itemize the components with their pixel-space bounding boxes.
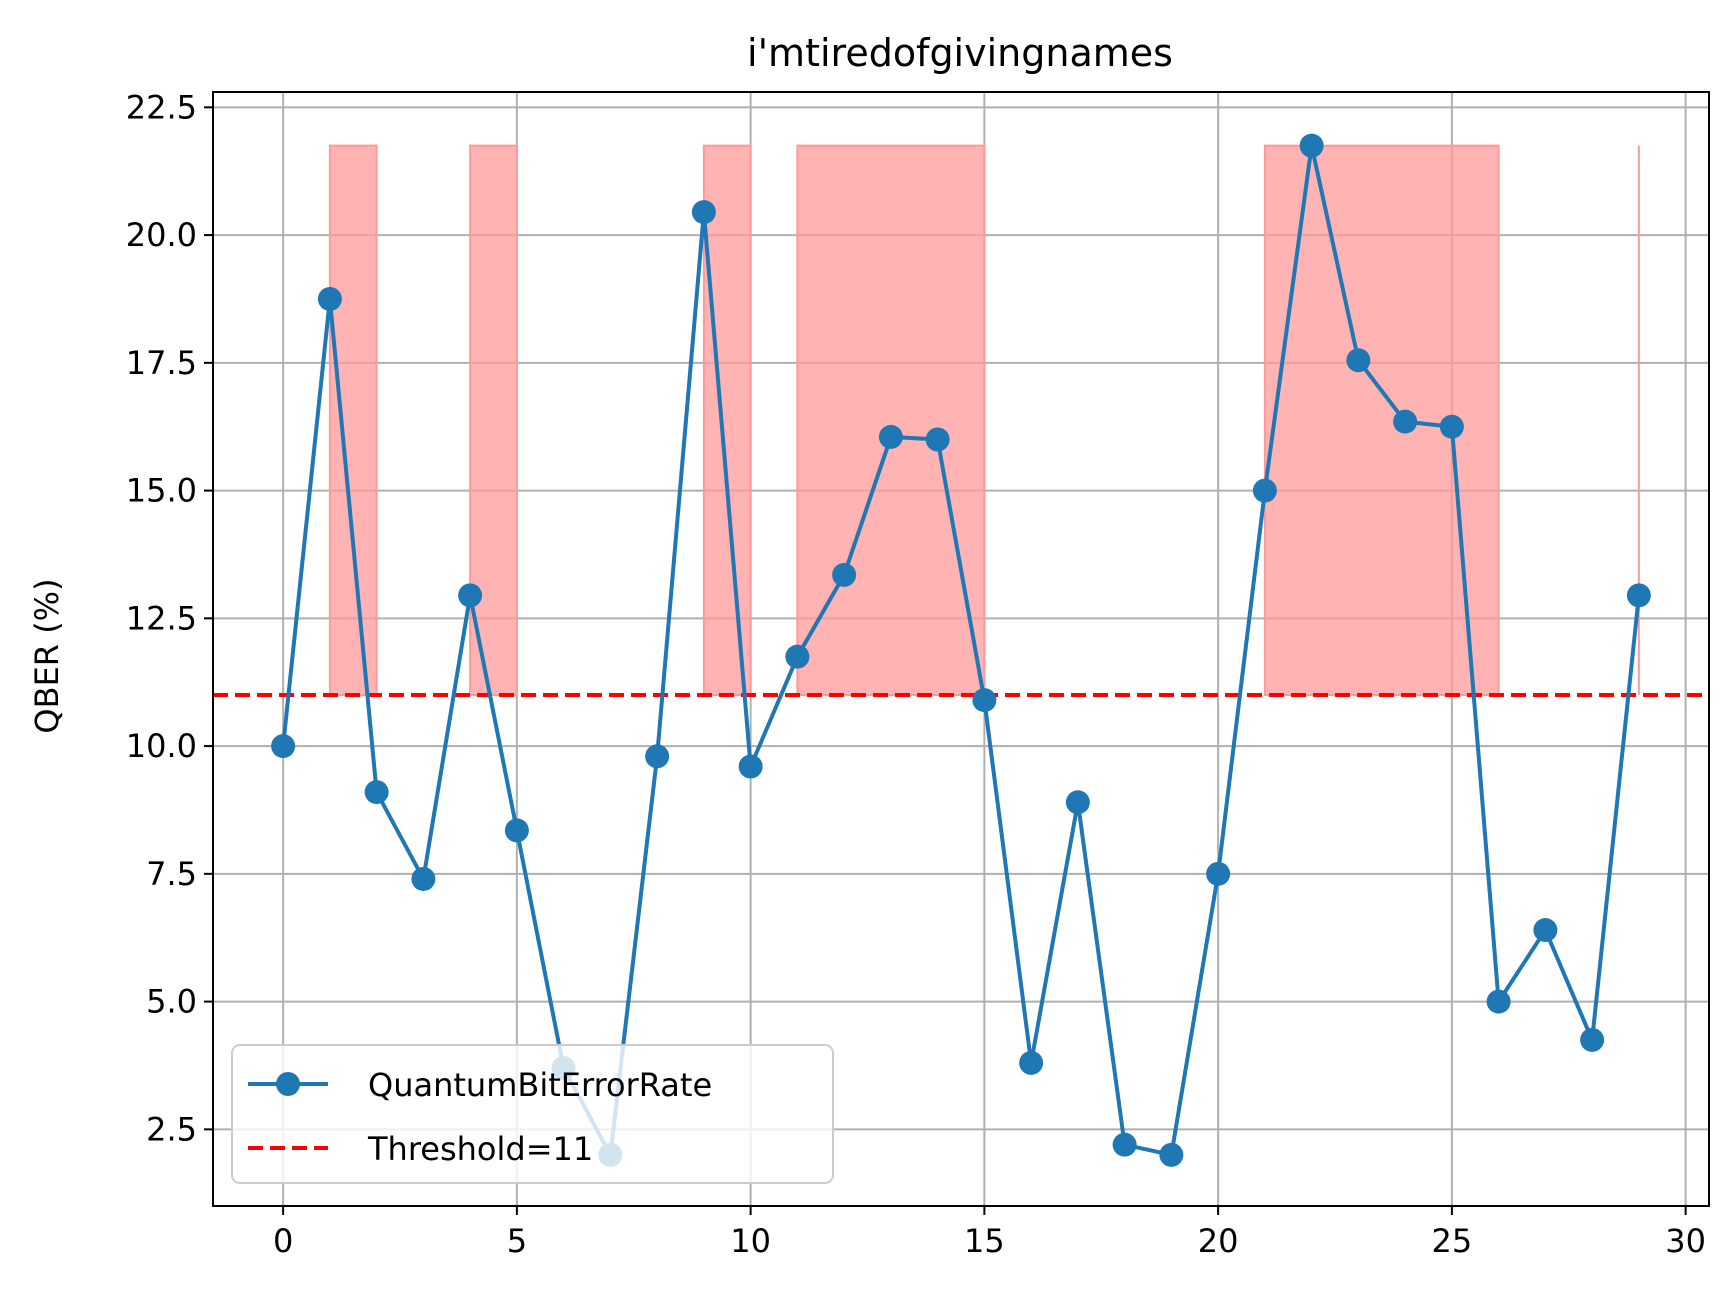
data-point-marker <box>1252 478 1277 503</box>
data-point-marker <box>1299 133 1324 158</box>
data-point-marker <box>1019 1050 1044 1075</box>
y-tick-label: 7.5 <box>146 855 197 893</box>
data-point-marker <box>1206 861 1231 886</box>
data-point-marker <box>832 562 857 587</box>
data-point-marker <box>1346 348 1371 373</box>
data-point-marker <box>1533 918 1558 943</box>
legend-box <box>231 1044 834 1184</box>
y-tick-label: 10.0 <box>126 727 197 765</box>
legend-label-series: QuantumBitErrorRate <box>368 1066 712 1104</box>
legend: QuantumBitErrorRate Threshold=11 <box>231 1044 834 1184</box>
data-point-marker <box>1486 989 1511 1014</box>
data-point-marker <box>364 780 389 805</box>
exceedance-fill-band <box>702 144 752 696</box>
data-point-marker <box>458 583 483 608</box>
data-point-marker <box>1439 414 1464 439</box>
x-axis-ticks: 0 5 10 15 20 25 30 <box>273 1206 1706 1260</box>
data-point-marker <box>317 286 342 311</box>
data-point-marker <box>925 427 950 452</box>
data-point-marker <box>1065 790 1090 815</box>
x-tick-label: 30 <box>1665 1222 1706 1260</box>
exceedance-fill-region <box>328 144 1640 696</box>
data-point-marker <box>738 754 763 779</box>
data-point-marker <box>691 200 716 225</box>
exceedance-fill-band <box>796 144 986 696</box>
data-point-marker <box>1626 583 1651 608</box>
y-tick-label: 20.0 <box>126 216 197 254</box>
plot-frame <box>212 91 1710 1207</box>
data-point-marker <box>645 744 670 769</box>
data-point-marker <box>1159 1142 1184 1167</box>
x-tick-label: 25 <box>1432 1222 1473 1260</box>
chart-title: i'mtiredofgivingnames <box>747 31 1173 75</box>
y-tick-label: 15.0 <box>126 472 197 510</box>
data-point-marker <box>1112 1132 1137 1157</box>
y-tick-label: 22.5 <box>126 88 197 126</box>
data-point-marker <box>504 818 529 843</box>
x-tick-label: 10 <box>730 1222 771 1260</box>
y-axis-ticks: 2.5 5.0 7.5 10.0 12.5 15.0 17.5 20.0 22.5 <box>126 88 213 1148</box>
x-tick-label: 15 <box>964 1222 1005 1260</box>
exceedance-fill-band <box>469 144 518 696</box>
y-tick-label: 5.0 <box>146 983 197 1021</box>
legend-series-marker <box>276 1072 300 1096</box>
x-tick-label: 5 <box>507 1222 527 1260</box>
data-point-marker <box>1580 1027 1605 1052</box>
x-tick-label: 0 <box>273 1222 293 1260</box>
y-tick-label: 12.5 <box>126 599 197 637</box>
data-point-marker <box>878 424 903 449</box>
axes-frame <box>212 91 1710 1207</box>
data-point-marker <box>271 734 296 759</box>
data-point-marker <box>785 644 810 669</box>
data-point-marker <box>972 688 997 713</box>
y-tick-label: 17.5 <box>126 344 197 382</box>
x-tick-label: 20 <box>1198 1222 1239 1260</box>
data-point-marker <box>411 866 436 891</box>
y-tick-label: 2.5 <box>146 1110 197 1148</box>
exceedance-fill-band <box>328 144 378 696</box>
y-axis-title: QBER (%) <box>28 578 66 733</box>
legend-label-threshold: Threshold=11 <box>367 1130 593 1168</box>
data-point-marker <box>1393 409 1418 434</box>
